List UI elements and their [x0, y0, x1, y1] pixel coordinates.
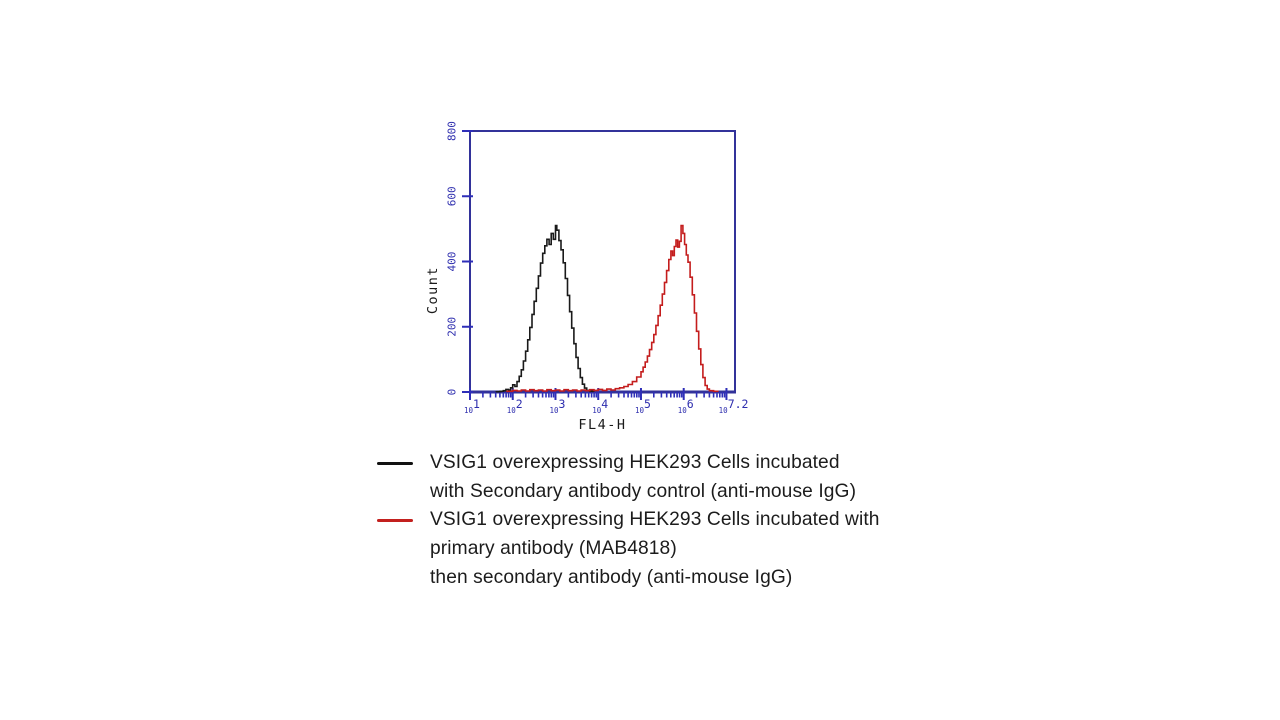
svg-text:105: 105: [635, 397, 651, 415]
histogram-curve-control: [495, 224, 595, 393]
svg-text:Count: Count: [425, 266, 441, 314]
y-axis: 0 200 400 600 800 Count: [425, 121, 473, 395]
legend-entry-control-line2: with Secondary antibody control (anti-mo…: [377, 478, 880, 507]
legend-text-line: VSIG1 overexpressing HEK293 Cells incuba…: [430, 452, 840, 474]
svg-text:103: 103: [549, 397, 565, 415]
svg-text:102: 102: [507, 397, 523, 415]
legend: VSIG1 overexpressing HEK293 Cells incuba…: [377, 449, 880, 592]
legend-entry-control: VSIG1 overexpressing HEK293 Cells incuba…: [377, 449, 880, 478]
legend-entry-mab4818: VSIG1 overexpressing HEK293 Cells incuba…: [377, 506, 880, 535]
legend-text-line: primary antibody (MAB4818): [430, 538, 677, 560]
svg-text:FL4-H: FL4-H: [578, 417, 626, 433]
svg-text:106: 106: [678, 397, 694, 415]
svg-text:101: 101: [464, 397, 480, 415]
legend-text-line: with Secondary antibody control (anti-mo…: [430, 480, 857, 502]
legend-text-line: VSIG1 overexpressing HEK293 Cells incuba…: [430, 509, 880, 531]
legend-line-black-swatch: [377, 461, 413, 466]
curves: [495, 224, 719, 393]
svg-text:800: 800: [446, 121, 459, 141]
svg-text:600: 600: [446, 186, 459, 206]
legend-text-line: then secondary antibody (anti-mouse IgG): [430, 566, 793, 588]
histogram-curve-mab4818: [506, 224, 719, 393]
legend-line-red-swatch: [377, 518, 413, 523]
svg-text:400: 400: [446, 252, 459, 272]
legend-entry-mab4818-line3: then secondary antibody (anti-mouse IgG): [377, 563, 880, 592]
svg-text:0: 0: [446, 389, 459, 396]
svg-text:200: 200: [446, 317, 459, 337]
svg-text:107.2: 107.2: [719, 397, 749, 415]
x-axis: 101 102 103 104 105 106 107.2 FL4-H: [464, 388, 748, 433]
plot-frame: [469, 130, 736, 394]
svg-text:104: 104: [592, 397, 608, 415]
legend-entry-mab4818-line2: primary antibody (MAB4818): [377, 535, 880, 564]
